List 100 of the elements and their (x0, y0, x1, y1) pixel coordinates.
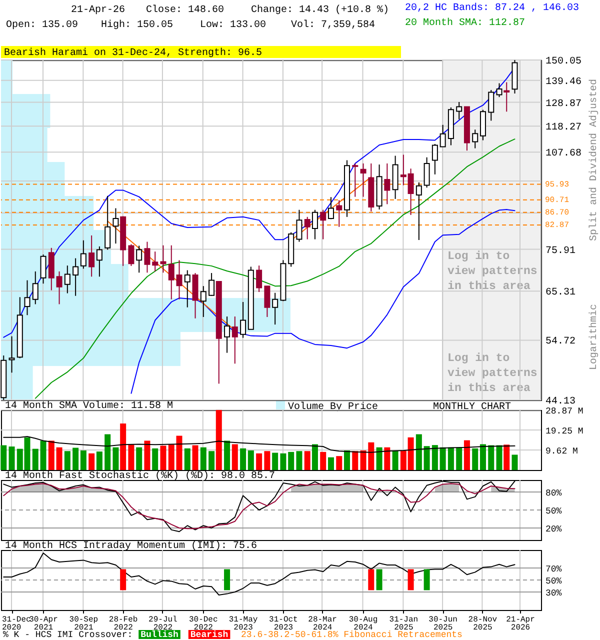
bar (336, 456, 342, 470)
candlestick (432, 143, 438, 175)
y-tick-label: 28.87 M (546, 406, 584, 416)
candlestick (488, 89, 494, 122)
bar (376, 447, 382, 470)
x-tick-label: 30-Sep 2021 (69, 616, 98, 632)
bar (248, 450, 254, 470)
bar (424, 446, 430, 470)
y-tick-label: 50% (546, 506, 562, 516)
candlestick (456, 101, 462, 120)
text: Low: 133.00 (200, 20, 266, 31)
bar (304, 451, 310, 470)
bar (40, 440, 46, 470)
bar (496, 445, 502, 470)
candlestick (200, 286, 206, 318)
candlestick (184, 270, 190, 308)
candlestick (88, 234, 95, 278)
candlestick (440, 124, 446, 148)
bar (240, 448, 246, 470)
bar (112, 447, 119, 470)
bar (72, 448, 79, 470)
candlestick (8, 336, 15, 374)
bar (480, 444, 486, 470)
candlestick (144, 241, 150, 274)
candlestick (264, 286, 270, 318)
x-tick-label: 28-Mar 2024 (308, 616, 338, 632)
bar (488, 445, 494, 470)
annotation: Log in to view patterns in this area (448, 352, 538, 395)
candlestick (296, 209, 302, 242)
bar (48, 440, 54, 470)
y-tick-label: 50% (546, 576, 562, 586)
bar (88, 453, 95, 470)
bar (232, 444, 238, 470)
y-tick-label: 75.91 (546, 246, 576, 257)
bar (208, 451, 215, 470)
text: Vol: 7,359,584 (291, 19, 376, 31)
chart-title: 14 Month HCS Intraday Momentum (IMI): 75.6 (5, 540, 258, 552)
y-tick-label: 20% (546, 524, 562, 534)
text: Bearish (190, 630, 228, 640)
x-tick-label: 31-May 2023 (228, 616, 258, 632)
y-tick-label: 65.31 (546, 288, 576, 299)
candlestick (272, 292, 278, 326)
text: Open: 135.09 (6, 20, 78, 31)
y-tick-label: 150.05 (546, 56, 582, 68)
bar (96, 452, 102, 470)
bar (432, 445, 438, 470)
candlestick (416, 182, 422, 240)
bar (296, 451, 302, 470)
bar (384, 447, 390, 470)
candlestick (304, 216, 310, 240)
bar (144, 440, 150, 470)
y-tick-label: 70% (546, 564, 562, 574)
bar (464, 440, 470, 470)
candlestick (24, 280, 30, 316)
candlestick (32, 270, 38, 305)
x-tick-label: 31-Dec 2020 (2, 616, 32, 632)
candlestick (80, 240, 86, 270)
chart-title: 14 Month Fast Stochastic (%K) (%D): 98.0 85.7 (5, 470, 276, 482)
bar (320, 452, 326, 470)
y-tick-label: 80% (546, 488, 562, 498)
candlestick (496, 82, 502, 98)
candlestick (208, 272, 215, 296)
bar (448, 447, 454, 470)
candlestick (384, 162, 390, 205)
bar (456, 447, 462, 470)
bar (32, 448, 38, 470)
bar (416, 434, 422, 470)
candlestick (224, 316, 230, 354)
y-tick-label: 107.68 (546, 148, 582, 160)
bar (160, 446, 166, 470)
bar (0, 445, 7, 470)
candlestick (152, 251, 158, 272)
candlestick (40, 254, 46, 284)
bar (256, 453, 262, 470)
candlestick (424, 156, 430, 188)
candlestick (240, 301, 246, 338)
candlestick (56, 270, 62, 305)
bar (224, 440, 230, 470)
y-tick-label: 30% (546, 588, 562, 598)
candlestick (312, 209, 318, 240)
text: 23.6-38.2-50-61.8% Fibonacci Retracements (241, 630, 462, 640)
bar (128, 444, 134, 470)
bar (352, 451, 358, 470)
bar (104, 434, 111, 470)
bar (216, 410, 222, 470)
bar (512, 454, 518, 470)
x-tick-label: 31-Jan 2025 (389, 616, 418, 632)
x-tick-label: 28-Nov 2025 (468, 616, 498, 632)
text: Close: 148.60 (146, 4, 224, 16)
text: Bearish Harami on 31-Dec-24, Strength: 96.5 (4, 47, 262, 59)
y-tick-label: 128.87 (546, 98, 582, 110)
bar (504, 444, 510, 470)
y-tick-label: 9.62 M (546, 446, 578, 457)
y-axis-title: Split and Dividend Adjusted (588, 78, 600, 242)
band-label: Log in to view patterns in this area (448, 250, 538, 293)
text: Change: 14.43 (+10.8 %) (251, 4, 390, 16)
candlestick (328, 196, 334, 220)
bar (200, 447, 206, 470)
bar (280, 453, 286, 470)
text: 20,2 HC Bands: 87.24 , 146.03 (405, 2, 580, 14)
